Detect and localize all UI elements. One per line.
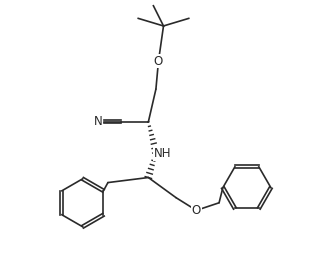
Text: O: O <box>154 55 163 68</box>
Text: NH: NH <box>153 147 171 160</box>
Text: O: O <box>192 204 201 217</box>
Text: N: N <box>94 116 102 129</box>
